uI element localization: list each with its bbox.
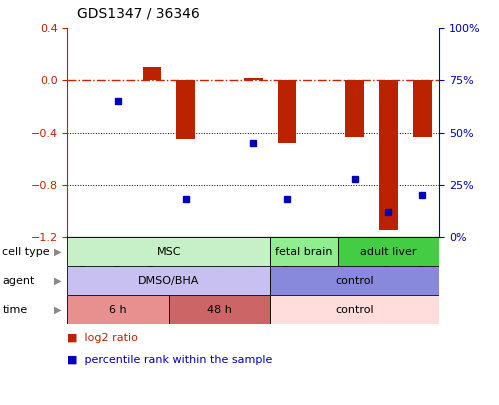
Text: control: control [335,305,374,315]
Bar [278,81,296,143]
Text: agent: agent [2,276,35,286]
Bar [270,295,439,324]
Bar [379,81,398,230]
Bar [67,266,270,295]
Bar [176,81,195,139]
Text: time: time [2,305,28,315]
Bar [345,81,364,136]
Text: ▶: ▶ [53,276,61,286]
Text: ■  log2 ratio: ■ log2 ratio [67,333,138,343]
Bar [67,295,169,324]
Text: ■  percentile rank within the sample: ■ percentile rank within the sample [67,355,273,365]
Text: ▶: ▶ [53,305,61,315]
Text: fetal brain: fetal brain [275,247,333,256]
Bar [270,237,338,266]
Bar [169,295,270,324]
Text: control: control [335,276,374,286]
Bar [413,81,432,136]
Text: ▶: ▶ [53,247,61,256]
Text: 6 h: 6 h [109,305,127,315]
Text: cell type: cell type [2,247,50,256]
Text: 48 h: 48 h [207,305,232,315]
Text: MSC: MSC [157,247,181,256]
Text: DMSO/BHA: DMSO/BHA [138,276,200,286]
Bar [143,68,161,81]
Text: adult liver: adult liver [360,247,417,256]
Bar [338,237,439,266]
Bar [270,266,439,295]
Text: GDS1347 / 36346: GDS1347 / 36346 [77,6,200,20]
Bar [67,237,270,266]
Bar [244,78,262,81]
